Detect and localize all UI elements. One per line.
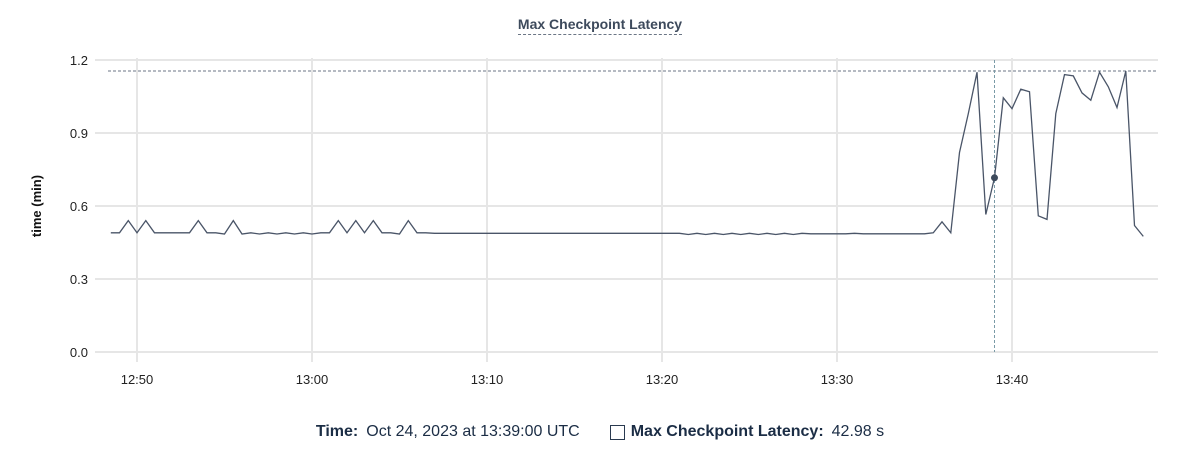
y-tick-label: 1.2 [70,53,88,68]
series-line [110,70,1144,237]
series-swatch-icon[interactable] [609,424,625,440]
series-label: Max Checkpoint Latency: [630,423,824,440]
series-value: 42.98 s [831,423,885,440]
x-tick-label: 13:00 [296,372,329,387]
y-tick-label: 0.9 [70,126,88,141]
x-tick-label: 13:30 [821,372,854,387]
time-value: Oct 24, 2023 at 13:39:00 UTC [366,423,580,440]
hover-point [991,174,998,182]
chart-title[interactable]: Max Checkpoint Latency [0,16,1200,35]
x-tick-label: 13:20 [646,372,679,387]
y-tick-label: 0.3 [70,272,88,287]
time-label: Time: [315,423,359,440]
x-tick-label: 13:40 [996,372,1029,387]
x-tick-label: 12:50 [121,372,154,387]
y-axis-label: time (min) [29,175,44,237]
x-tick-label: 13:10 [471,372,504,387]
tooltip-footer: Time: Oct 24, 2023 at 13:39:00 UTC Max C… [0,423,1200,441]
y-tick-label: 0.0 [70,345,88,360]
y-tick-label: 0.6 [70,199,88,214]
chart-title-text[interactable]: Max Checkpoint Latency [517,16,683,35]
